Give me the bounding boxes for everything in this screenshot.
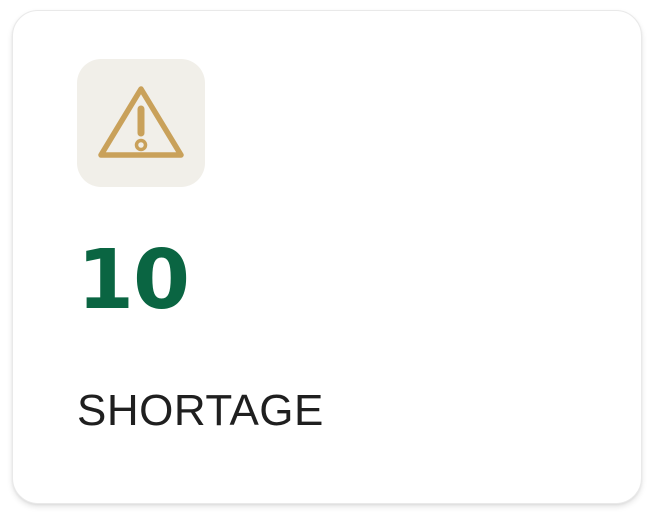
warning-triangle-icon — [98, 86, 184, 158]
shortage-count: 10 — [77, 233, 190, 328]
shortage-label: SHORTAGE — [77, 386, 324, 435]
shortage-stat-card: 10 SHORTAGE — [12, 10, 642, 504]
icon-container — [77, 59, 205, 187]
